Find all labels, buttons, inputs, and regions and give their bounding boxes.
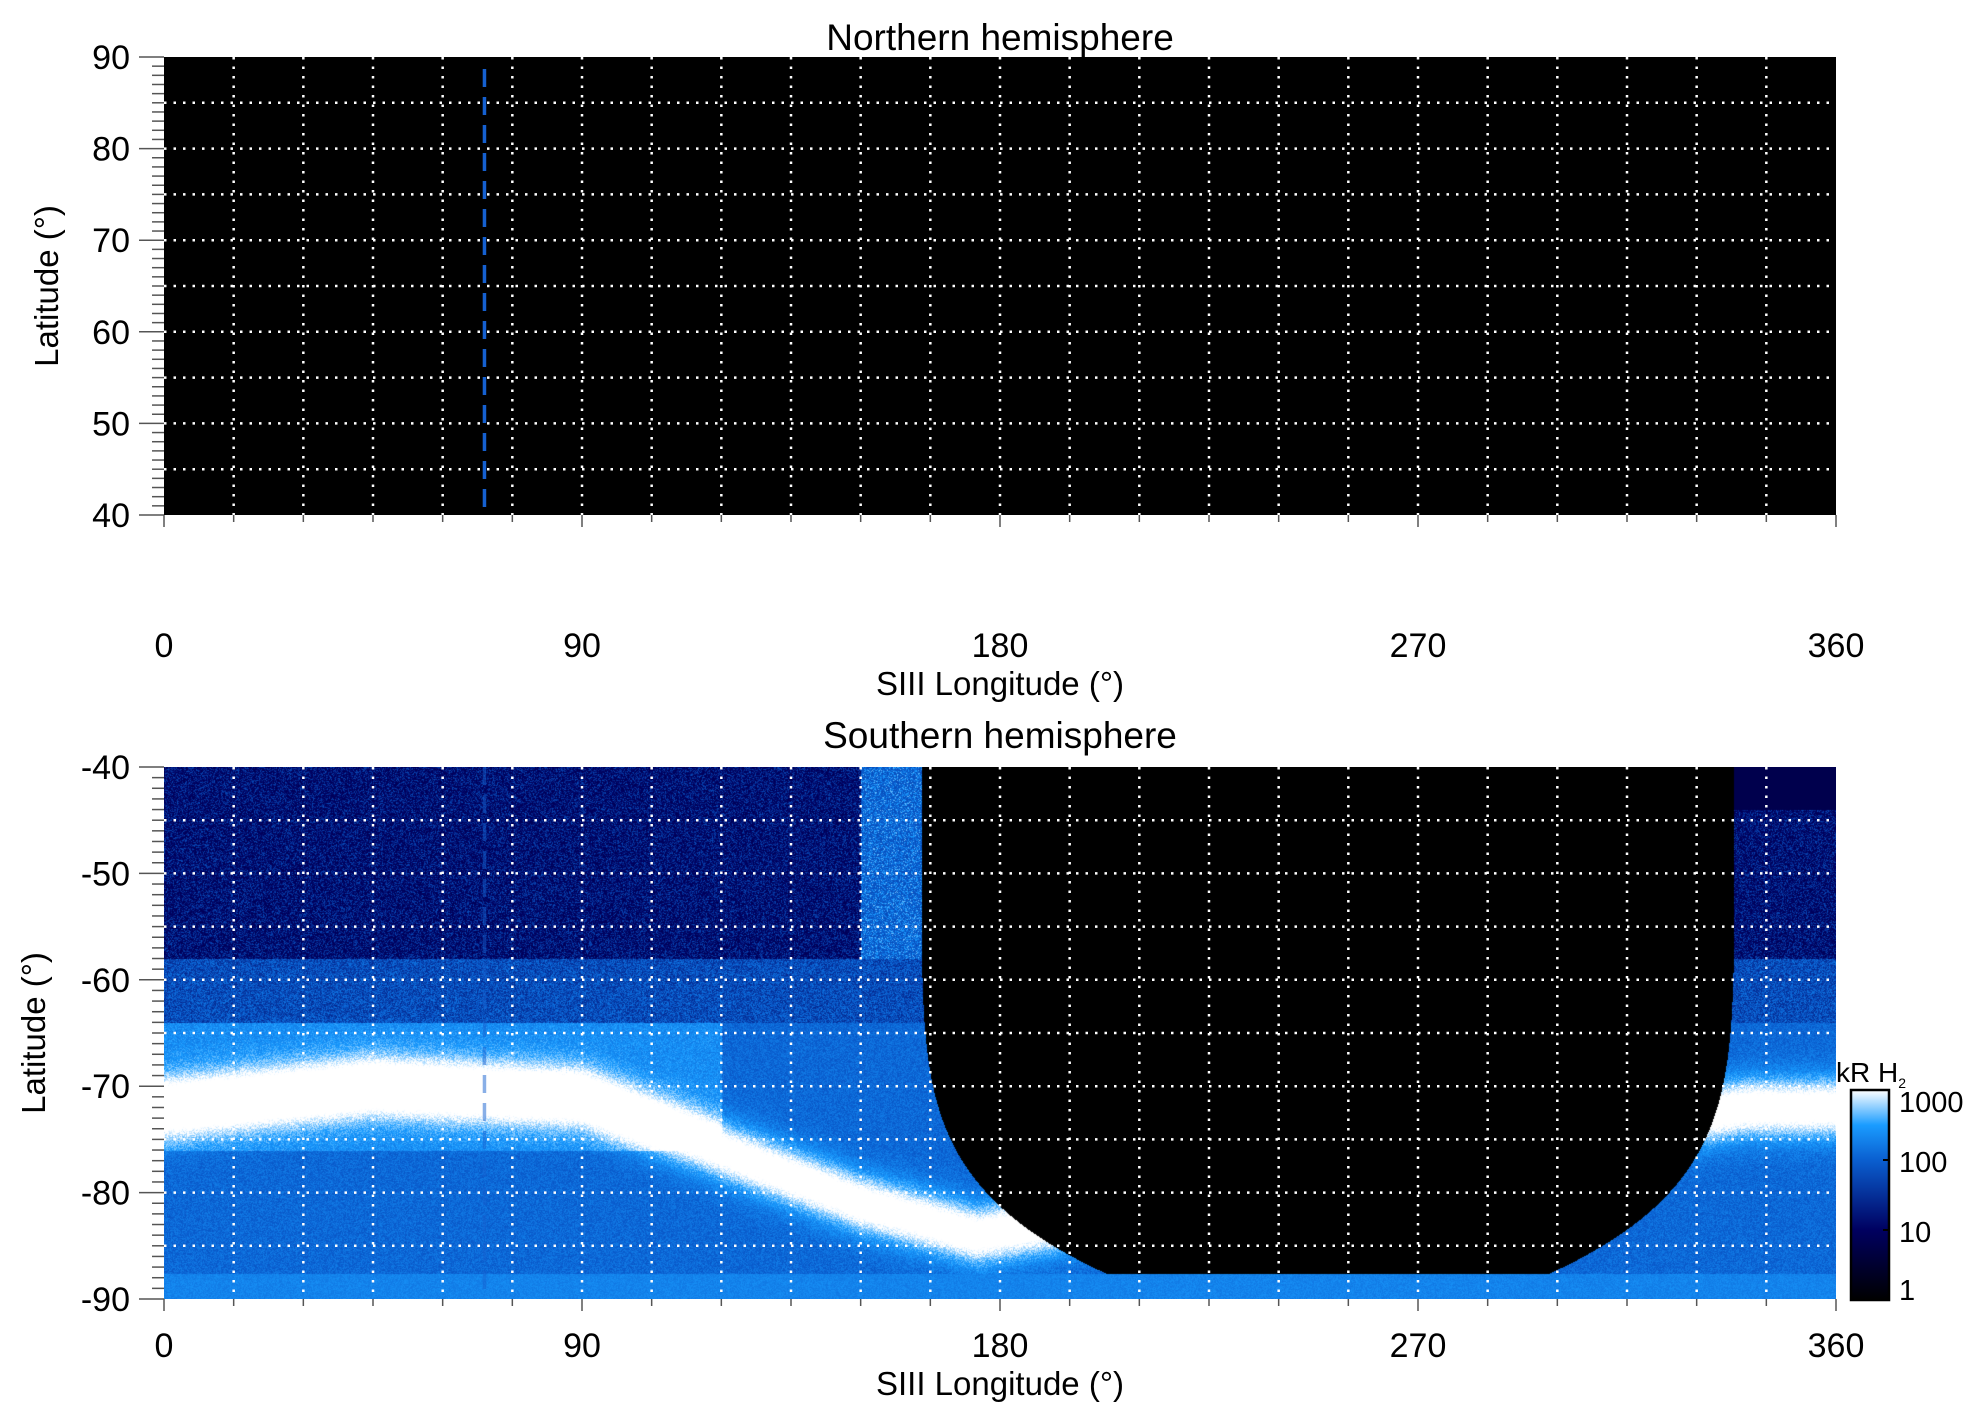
- south-ylabel: Latitude (°): [15, 952, 52, 1114]
- colorbar-tick-label: 1: [1899, 1275, 1915, 1307]
- colorbar-tick-label: 1000: [1899, 1087, 1964, 1119]
- y-tick-label: -40: [81, 749, 130, 787]
- y-tick-label: 60: [92, 314, 130, 352]
- south-xlabel: SIII Longitude (°): [876, 1365, 1124, 1402]
- x-tick-label: 360: [1808, 627, 1865, 665]
- y-tick-label: 70: [92, 222, 130, 260]
- colorbar-label: kR H2: [1836, 1057, 1906, 1091]
- x-tick-label: 180: [972, 1327, 1029, 1365]
- x-tick-label: 90: [563, 627, 601, 665]
- x-tick-label: 0: [155, 627, 174, 665]
- colorbar: [1849, 1088, 1891, 1302]
- colorbar-tick-label: 100: [1899, 1147, 1947, 1179]
- y-tick-label: 50: [92, 405, 130, 443]
- y-tick-label: -90: [81, 1281, 130, 1319]
- y-tick-label: -50: [81, 855, 130, 893]
- colorbar-tick-label: 10: [1899, 1217, 1931, 1249]
- x-tick-label: 270: [1390, 1327, 1447, 1365]
- x-tick-label: 270: [1390, 627, 1447, 665]
- x-tick-label: 360: [1808, 1327, 1865, 1365]
- y-tick-label: 40: [92, 497, 130, 535]
- north-title: Northern hemisphere: [826, 17, 1174, 58]
- y-tick-label: 90: [92, 39, 130, 77]
- x-tick-label: 90: [563, 1327, 601, 1365]
- south-title: Southern hemisphere: [823, 715, 1177, 756]
- x-tick-label: 180: [972, 627, 1029, 665]
- y-tick-label: -60: [81, 962, 130, 1000]
- north-xlabel: SIII Longitude (°): [876, 665, 1124, 702]
- y-tick-label: -80: [81, 1175, 130, 1213]
- y-tick-label: 80: [92, 131, 130, 169]
- y-tick-label: -70: [81, 1068, 130, 1106]
- x-tick-label: 0: [155, 1327, 174, 1365]
- north-ylabel: Latitude (°): [28, 205, 65, 367]
